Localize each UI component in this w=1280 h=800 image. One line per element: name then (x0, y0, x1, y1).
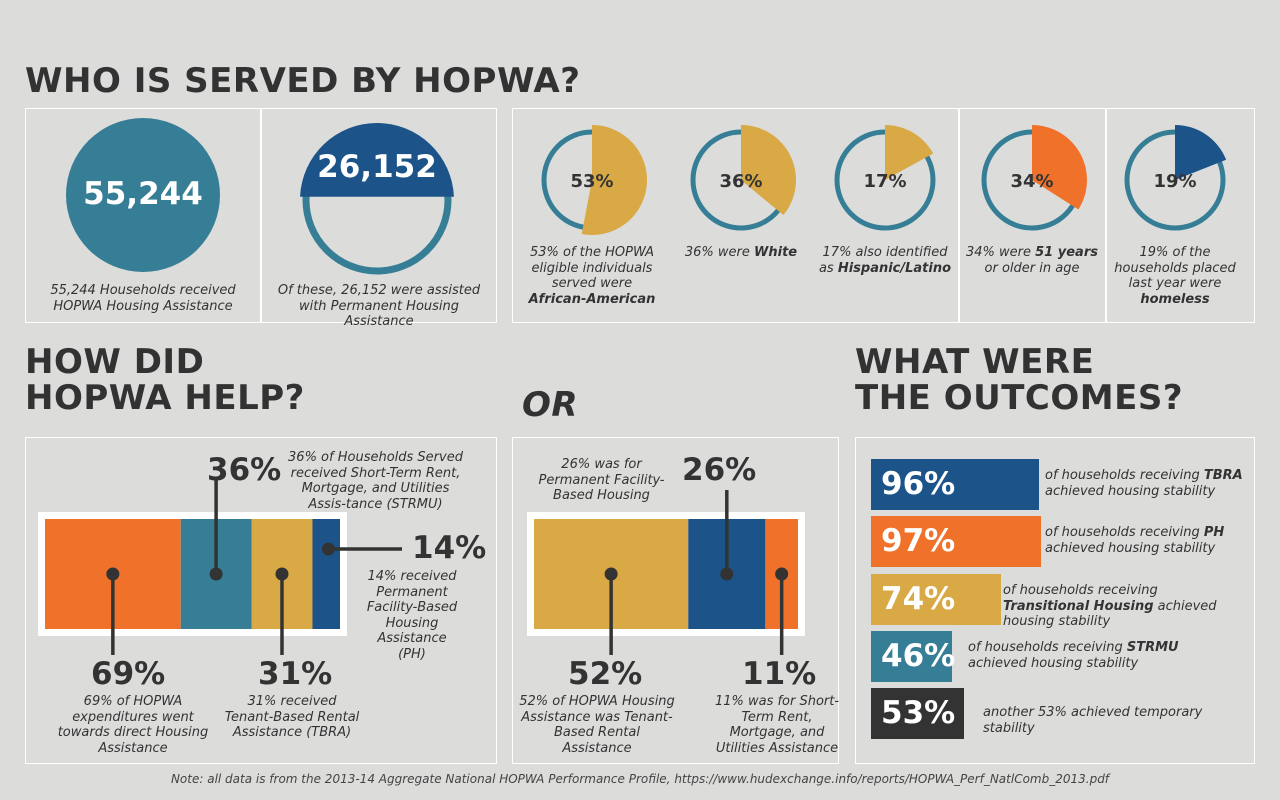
outcome-text-2: of households receiving PH achieved hous… (1045, 525, 1225, 556)
demographic-caption-3: 17% also identified as Hispanic/Latino (818, 245, 952, 276)
pie-slice (581, 125, 647, 235)
segment-label-4: 14% (412, 530, 487, 566)
demographic-pie-5: 19% (1124, 125, 1227, 231)
pie-slice (885, 125, 934, 180)
segment-label-3: 11% (742, 656, 817, 692)
assistance-panel (512, 437, 839, 764)
segment-caption-2: 26% was for Permanent Facility-Based Hou… (538, 457, 665, 504)
segment-label-1: 52% (568, 656, 643, 692)
leader-dot (321, 542, 335, 556)
pie-label: 17% (863, 171, 906, 192)
title-who-is-served: WHO IS SERVED BY HOPWA? (25, 61, 581, 101)
segment-caption-4: 14% received Permanent Facility-Based Ho… (366, 569, 458, 662)
title-or: OR (522, 385, 579, 425)
demographic-pie-4: 34% (981, 125, 1087, 231)
title-how-did-help-line1: HOW DID (25, 342, 205, 382)
title-outcomes-line2: THE OUTCOMES? (855, 377, 1184, 418)
title-how-did-help-line2: HOPWA HELP? (25, 377, 305, 418)
demographic-pie-2: 36% (690, 125, 796, 231)
demographics-divider-1 (958, 108, 960, 323)
leader-dot (275, 567, 289, 581)
pie-label: 34% (1010, 171, 1053, 192)
leader-dot (604, 567, 618, 581)
expenditures-panel (25, 437, 497, 764)
permanent-gauge-fill (300, 122, 454, 197)
outcome-text-1: of households receiving TBRA achieved ho… (1045, 468, 1243, 499)
title-outcomes: WHAT WERE THE OUTCOMES? (855, 342, 1184, 418)
outcome-bar-4: 46% (871, 631, 955, 682)
leader-dot (720, 567, 734, 581)
segment-label-2: 36% (207, 452, 282, 488)
title-how-did-help: HOW DID HOPWA HELP? (25, 342, 305, 418)
permanent-housing-value: 26,152 (317, 149, 437, 185)
total-households-caption: 55,244 Households received HOPWA Housing… (50, 283, 236, 314)
title-outcomes-line1: WHAT WERE (855, 342, 1095, 382)
segment-label-1: 69% (91, 656, 166, 692)
pie-label: 53% (570, 171, 613, 192)
total-households-value: 55,244 (83, 176, 203, 212)
segment-label-3: 31% (258, 656, 333, 692)
segment-caption-3: 11% was for Short-Term Rent, Mortgage, a… (714, 694, 840, 756)
source-note: Note: all data is from the 2013-14 Aggre… (170, 772, 1110, 786)
segment-caption-3: 31% received Tenant-Based Rental Assista… (224, 694, 360, 741)
leader-dot (209, 567, 223, 581)
outcome-bar-3: 74% (871, 574, 1001, 625)
segment-caption-1: 52% of HOPWA Housing Assistance was Tena… (519, 694, 675, 756)
outcome-bar-1: 96% (871, 459, 1039, 510)
households-divider (260, 108, 262, 323)
outcomes-panel (855, 437, 1255, 764)
demographics-panel (512, 108, 1255, 323)
leader-dot (775, 567, 789, 581)
pie-slice (741, 125, 796, 216)
leader-dot (106, 567, 120, 581)
demographic-pie-1: 53% (541, 125, 647, 235)
assistance-chart (534, 490, 798, 655)
outcome-bar-2: 97% (871, 516, 1041, 567)
segment-caption-1: 69% of HOPWA expenditures went towards d… (57, 694, 209, 756)
outcome-text-4: of households receiving STRMU achieved h… (968, 640, 1179, 671)
expenditure-chart (45, 480, 402, 655)
permanent-housing-caption: Of these, 26,152 were assisted with Perm… (277, 283, 481, 330)
demographic-caption-2: 36% were White (684, 245, 798, 260)
outcome-bar-5: 53% (871, 688, 964, 739)
pie-slice (1175, 125, 1227, 180)
demographic-pie-3: 17% (834, 125, 936, 231)
pie-slice (1032, 125, 1087, 210)
segment-caption-2: 36% of Households Served received Short-… (288, 450, 463, 512)
permanent-housing-gauge: 26,152 (300, 122, 454, 275)
segment-label-2: 26% (682, 452, 757, 488)
demographic-caption-5: 19% of the households placed last year w… (1114, 245, 1236, 307)
pie-label: 36% (719, 171, 762, 192)
demographic-caption-1: 53% of the HOPWA eligible individuals se… (528, 245, 656, 307)
segment-14% (312, 519, 340, 629)
demographics-divider-2 (1105, 108, 1107, 323)
outcome-text-5: another 53% achieved temporary stability (983, 705, 1203, 736)
total-households-circle (66, 118, 220, 272)
outcome-text-3: of households receiving Transitional Hou… (1003, 583, 1217, 630)
pie-label: 19% (1153, 171, 1196, 192)
demographic-caption-4: 34% were 51 years or older in age (966, 245, 1098, 276)
